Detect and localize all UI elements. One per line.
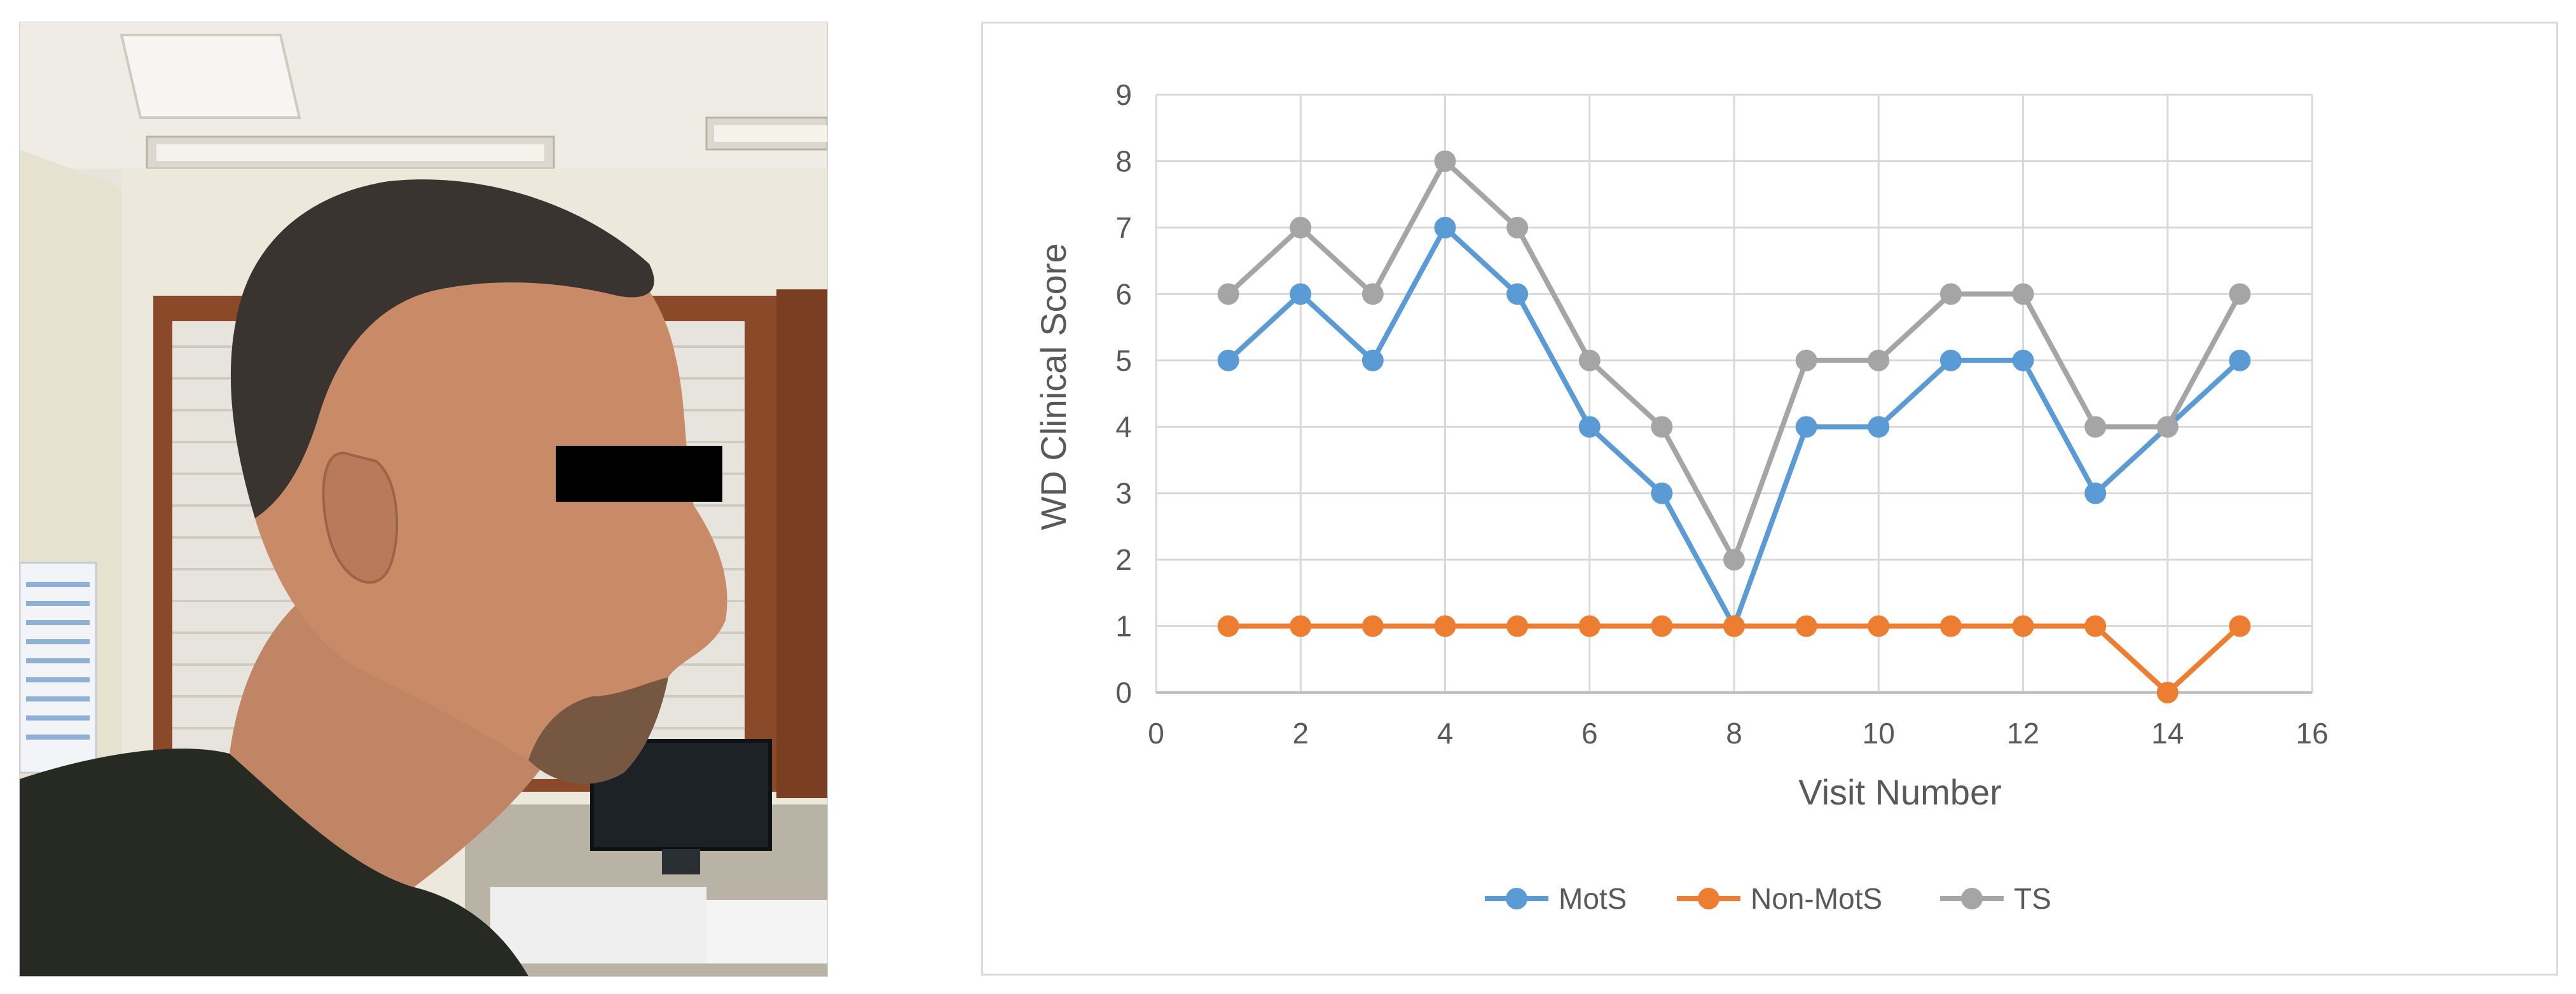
y-tick-label: 4 <box>1115 410 1132 443</box>
ceiling-light-left-diffuser <box>156 144 544 161</box>
data-point <box>1868 615 1890 637</box>
data-point <box>1434 216 1456 238</box>
y-tick-label: 1 <box>1115 610 1132 643</box>
y-tick-label: 2 <box>1115 543 1132 576</box>
data-point <box>1939 615 1962 637</box>
legend-label: Non-MotS <box>1751 882 1882 915</box>
data-point <box>1506 216 1529 238</box>
x-tick-label: 16 <box>2296 717 2328 750</box>
hair <box>230 179 654 518</box>
data-point <box>1506 283 1529 305</box>
data-point <box>2012 615 2034 637</box>
series-ts <box>1217 150 2251 571</box>
data-point <box>2012 349 2034 371</box>
y-tick-label: 6 <box>1115 277 1132 310</box>
data-point <box>1361 283 1384 305</box>
x-tick-label: 12 <box>2007 717 2039 750</box>
data-point <box>1578 615 1601 637</box>
ear <box>322 452 399 584</box>
x-tick-label: 10 <box>1863 717 1895 750</box>
data-point <box>1290 216 1312 238</box>
y-tick-label: 9 <box>1115 78 1132 111</box>
data-point <box>1506 615 1529 637</box>
legend-label: TS <box>2014 882 2051 915</box>
monitor-stand <box>662 849 700 874</box>
data-point <box>2156 416 2179 438</box>
calendar-grid <box>26 582 90 740</box>
data-point <box>2012 283 2034 305</box>
x-tick-label: 0 <box>1148 717 1164 750</box>
x-tick-label: 8 <box>1726 717 1742 750</box>
data-point <box>1651 482 1673 504</box>
series-layer <box>1217 150 2251 703</box>
data-point <box>1795 349 1817 371</box>
papers <box>490 887 706 963</box>
data-point <box>1290 283 1312 305</box>
wall-calendar <box>20 562 97 774</box>
data-point <box>1939 283 1962 305</box>
x-tick-label: 6 <box>1581 717 1598 750</box>
data-point <box>1434 150 1456 172</box>
data-point <box>2084 615 2107 637</box>
data-point <box>2229 349 2251 371</box>
data-point <box>1723 549 1745 571</box>
data-point <box>2229 615 2251 637</box>
data-point <box>2229 283 2251 305</box>
y-tick-label: 5 <box>1115 344 1132 377</box>
data-point <box>1651 416 1673 438</box>
y-axis-title: WD Clinical Score <box>1033 243 1073 530</box>
hoodie <box>20 749 528 976</box>
data-point <box>1795 615 1817 637</box>
legend-item: Non-MotS <box>1677 882 1882 915</box>
x-axis-title: Visit Number <box>1798 772 2002 812</box>
data-point <box>1578 349 1601 371</box>
legend-label: MotS <box>1559 882 1627 915</box>
data-point <box>1217 283 1239 305</box>
legend-swatch-marker <box>1961 888 1983 909</box>
line-chart-panel: 0 1 2 3 4 5 6 7 8 9 0 2 4 6 8 10 12 14 16 Visit Number WD … <box>981 22 2558 976</box>
data-point <box>1361 615 1384 637</box>
data-point <box>1434 615 1456 637</box>
x-tick-label: 14 <box>2151 717 2184 750</box>
y-tick-label: 8 <box>1115 144 1132 177</box>
data-point <box>1795 416 1817 438</box>
data-point <box>2084 482 2107 504</box>
photo-illustration <box>20 22 827 976</box>
legend-swatch-marker <box>1506 888 1527 909</box>
data-point <box>1939 349 1962 371</box>
profile-photo <box>19 22 828 977</box>
legend-swatch-marker <box>1698 888 1719 909</box>
chart-legend: MotS Non-MotS TS <box>1485 882 2051 915</box>
wooden-cabinet <box>776 289 827 798</box>
data-point <box>1361 349 1384 371</box>
legend-item: MotS <box>1485 882 1627 915</box>
data-point <box>2084 416 2107 438</box>
data-point <box>1578 416 1601 438</box>
series-non-mots <box>1217 615 2251 703</box>
legend-item: TS <box>1940 882 2051 915</box>
data-point <box>2156 682 2179 703</box>
papers-right <box>706 900 827 963</box>
data-point <box>1868 416 1890 438</box>
grid-layer <box>1155 93 2313 694</box>
eye-mask-bar <box>556 446 722 502</box>
y-tick-label: 7 <box>1115 211 1132 244</box>
x-tick-label: 4 <box>1437 717 1454 750</box>
ceiling-hatch <box>120 34 301 119</box>
data-point <box>1868 349 1890 371</box>
x-tick-label: 2 <box>1292 717 1309 750</box>
data-point <box>1290 615 1312 637</box>
data-point <box>1217 349 1239 371</box>
data-point <box>1723 615 1745 637</box>
y-tick-label: 3 <box>1115 477 1132 510</box>
beard <box>528 677 668 784</box>
data-point <box>1651 615 1673 637</box>
data-point <box>1217 615 1239 637</box>
ceiling-light-right-diffuser <box>714 125 827 142</box>
y-tick-label: 0 <box>1115 676 1132 709</box>
